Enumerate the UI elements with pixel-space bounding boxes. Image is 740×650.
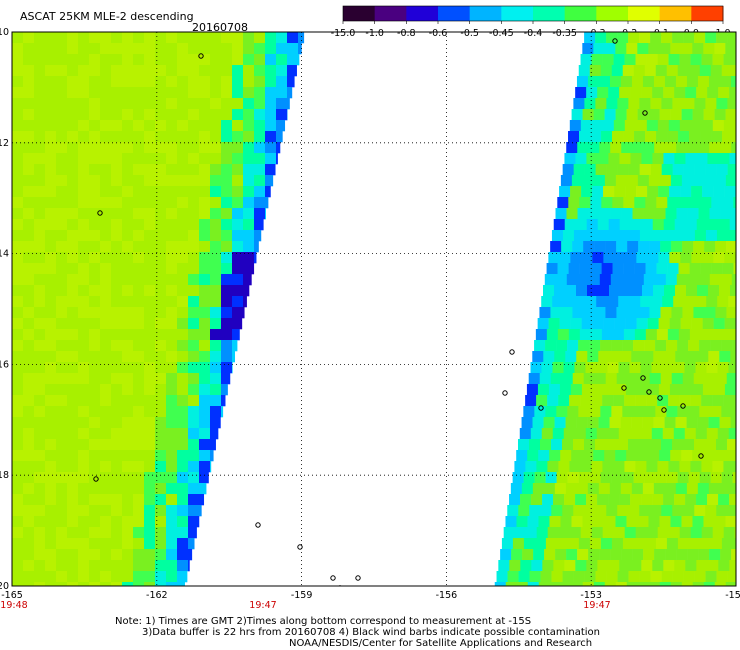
colorbar-segment [469,6,502,21]
time-labels: 19:48 19:47 19:47 [0,600,610,611]
figure-date: 20160708 [192,21,248,34]
colorbar-segment [564,6,597,21]
longitude-label: -153 [580,590,602,601]
colorbar-tick-label: -0.35 [552,28,577,39]
longitude-label: -150 [725,590,740,601]
colorbar-segment [628,6,661,21]
swath-time-label: 19:47 [583,600,610,611]
island-outline [355,575,361,581]
footer-note-1: Note: 1) Times are GMT 2)Times along bot… [115,616,532,627]
colorbar-segment [343,6,376,21]
colorbar-tick-label: -0.6 [429,28,448,39]
island-outline [198,53,204,59]
colorbar-tick-label: -15.0 [331,28,356,39]
island-outline [330,575,336,581]
colorbar-tick-label: -0.45 [489,28,514,39]
island-outline [509,349,515,355]
islands [93,38,704,586]
colorbar-segment [533,6,566,21]
swath-time-label: 19:47 [249,600,276,611]
colorbar [342,5,724,24]
island-outline [661,407,667,413]
island-outline [93,476,99,482]
longitude-label: -165 [1,590,23,601]
longitude-label: -162 [146,590,168,601]
latitude-labels: -10 -12 -14 -16 -18 -20 [0,27,9,592]
footer-credit: NOAA/NESDIS/Center for Satellite Applica… [289,638,593,649]
colorbar-segment [374,6,407,21]
colorbar-tick-label: -0.5 [460,28,479,39]
colorbar-segment [406,6,439,21]
longitude-label: -159 [291,590,313,601]
colorbar-tick-label: -0.8 [397,28,416,39]
island-outline [538,405,544,411]
lat-lon-grid [12,32,736,586]
island-outline [502,390,508,396]
colorbar-segment [438,6,471,21]
latitude-label: -10 [0,27,9,38]
latitude-label: -14 [0,249,9,260]
map-frame [11,31,737,587]
longitude-labels: -165 -162 -159 -156 -153 -150 [1,590,740,601]
latitude-label: -12 [0,138,9,149]
latitude-label: -16 [0,359,9,370]
longitude-label: -156 [436,590,458,601]
island-outline [640,375,646,381]
colorbar-segment [596,6,629,21]
colorbar-segment [501,6,534,21]
island-outline [698,453,704,459]
latitude-label: -20 [0,581,9,592]
colorbar-tick-label: -0.4 [524,28,543,39]
swath-time-label: 19:48 [0,600,27,611]
island-outline [657,395,663,401]
island-outline [680,403,686,409]
swath-right [494,32,736,586]
footer-note-2: 3)Data buffer is 22 hrs from 20160708 4)… [142,627,600,638]
swath-left [12,32,305,586]
island-outline [255,522,261,528]
island-outline [621,385,627,391]
colorbar-tick-label: -1.0 [365,28,384,39]
colorbar-segment [659,6,692,21]
island-outline [97,210,103,216]
island-outline [646,389,652,395]
island-outline [612,38,618,44]
island-outline [297,544,303,550]
island-outline [642,110,648,116]
figure-title: ASCAT 25KM MLE-2 descending [20,10,194,23]
colorbar-segment [691,6,724,21]
latitude-label: -18 [0,470,9,481]
